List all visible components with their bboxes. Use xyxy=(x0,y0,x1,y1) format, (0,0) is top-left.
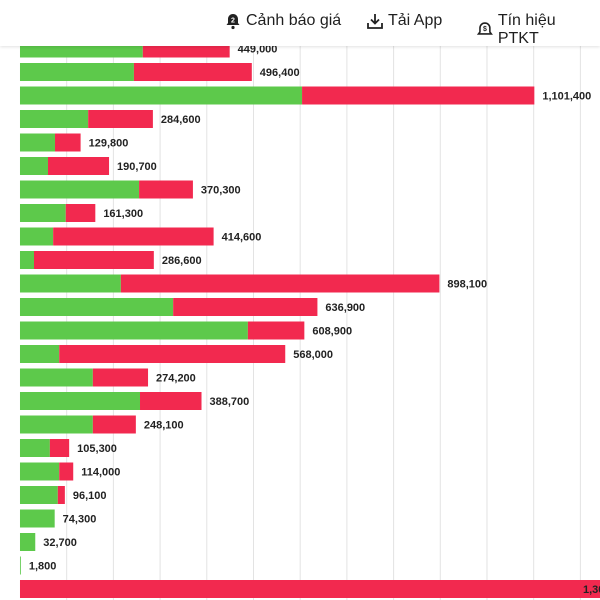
total-label: 608,900 xyxy=(312,325,352,337)
bar-segment xyxy=(247,321,305,340)
total-label: 284,600 xyxy=(161,114,201,126)
bar-segment xyxy=(65,204,96,222)
bar-segment xyxy=(173,298,318,316)
total-label: 370,300 xyxy=(201,184,241,196)
bar-segment xyxy=(57,486,65,504)
total-label: 74,300 xyxy=(63,513,97,525)
total-label: 1,300,000 xyxy=(583,584,600,596)
bar-segment xyxy=(92,368,149,387)
total-label: 1,800 xyxy=(29,560,57,572)
total-label: 274,200 xyxy=(156,372,196,384)
bar-segment xyxy=(19,204,66,222)
bar-segment xyxy=(19,486,58,504)
bar-segment xyxy=(19,157,49,175)
bar-segment xyxy=(19,509,55,528)
bar-segment xyxy=(19,556,21,575)
total-label: 898,100 xyxy=(447,278,487,290)
bell-icon: 2 xyxy=(226,14,240,30)
bar-segment xyxy=(48,157,110,175)
bar-segment xyxy=(19,415,93,434)
nav-signals[interactable]: $ Tín hiệu PTKT xyxy=(476,12,600,48)
bar-segment xyxy=(19,63,134,81)
nav-download-app[interactable]: Tải App xyxy=(366,12,442,30)
bar-segment xyxy=(53,227,214,246)
total-label: 32,700 xyxy=(43,537,77,549)
bar-segment xyxy=(19,110,89,128)
bar-segment xyxy=(55,133,81,152)
bar-segment xyxy=(19,180,140,199)
bar-segment xyxy=(19,392,141,410)
bar-segment xyxy=(19,133,56,152)
bar-segment xyxy=(19,462,60,481)
bar-segment xyxy=(92,415,136,434)
total-label: 388,700 xyxy=(210,396,250,408)
total-label: 248,100 xyxy=(144,419,184,431)
bar-segment xyxy=(19,274,121,293)
total-label: 496,400 xyxy=(260,67,300,79)
bar-segment xyxy=(19,439,50,457)
bar-segment xyxy=(302,86,535,105)
total-label: 568,000 xyxy=(293,349,333,361)
svg-text:2: 2 xyxy=(231,18,235,25)
bar-segment xyxy=(19,298,174,316)
total-label: 96,100 xyxy=(73,490,107,502)
header: 2 Cảnh báo giá Tải App $ Tín hiệu PTKT xyxy=(0,0,600,48)
bar-segment xyxy=(59,345,286,363)
bar-segment xyxy=(19,86,303,105)
bar-segment xyxy=(59,462,74,481)
download-icon xyxy=(367,14,383,29)
bar-segment xyxy=(49,439,70,457)
bar-segment xyxy=(88,110,153,128)
total-label: 190,700 xyxy=(117,161,157,173)
total-label: 114,000 xyxy=(81,466,120,478)
bar-segment xyxy=(133,63,252,81)
bar-segment xyxy=(139,180,193,199)
signal-icon: $ xyxy=(476,22,493,35)
bar-segment xyxy=(33,251,154,269)
total-label: 161,300 xyxy=(103,208,143,220)
bar-segment xyxy=(19,345,60,363)
bar-segment xyxy=(19,368,93,387)
total-label: 129,800 xyxy=(89,137,129,149)
bar-segment xyxy=(19,251,34,269)
bar-segment xyxy=(19,227,54,246)
total-label: 1,101,400 xyxy=(542,90,591,102)
nav-label: Tín hiệu PTKT xyxy=(497,12,556,47)
bar-segment xyxy=(19,533,36,551)
total-label: 449,000 xyxy=(238,43,278,55)
nav-label: Cảnh báo giá xyxy=(246,12,342,29)
bar-segment xyxy=(140,392,202,410)
bar-segment xyxy=(19,321,248,340)
bar-segment xyxy=(120,274,440,293)
bar-segment xyxy=(19,580,600,598)
total-label: 286,600 xyxy=(162,255,202,267)
total-label: 636,900 xyxy=(325,302,365,314)
nav-price-alert[interactable]: 2 Cảnh báo giá xyxy=(224,12,341,30)
total-label: 105,300 xyxy=(77,443,117,455)
nav-label: Tải App xyxy=(388,12,443,29)
svg-text:$: $ xyxy=(483,26,487,33)
total-label: 414,600 xyxy=(222,231,262,243)
